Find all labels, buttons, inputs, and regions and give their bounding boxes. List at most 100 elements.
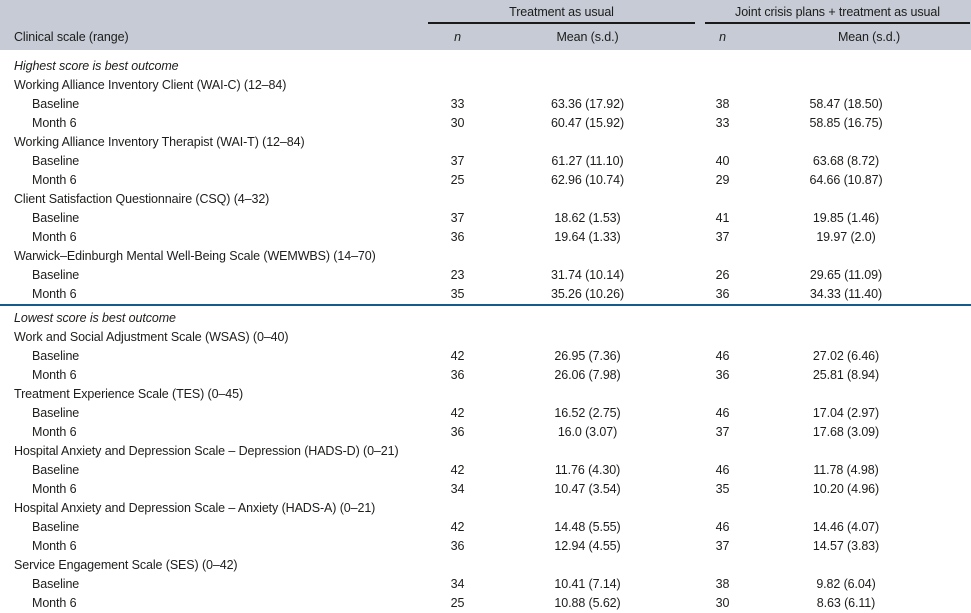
- tau-n-value: 36: [450, 538, 465, 553]
- jcp-mean-sd-value: 19.97 (2.0): [816, 229, 876, 244]
- timepoint-label: Month 6: [32, 172, 77, 187]
- data-row: Baseline 33 63.36 (17.92) 38 58.47 (18.50): [0, 94, 971, 113]
- jcp-mean-sd-value: 17.04 (2.97): [812, 405, 880, 420]
- scale-name: Working Alliance Inventory Therapist (WA…: [14, 134, 305, 149]
- tau-mean-sd-value: 14.48 (5.55): [554, 519, 621, 534]
- scale-name-row: Work and Social Adjustment Scale (WSAS) …: [0, 327, 971, 346]
- tau-n-value: 42: [450, 462, 465, 477]
- jcp-n-value: 46: [715, 405, 730, 420]
- timepoint-label: Month 6: [32, 286, 77, 301]
- tau-mean-sd-value: 62.96 (10.74): [550, 172, 625, 187]
- jcp-mean-sd-value: 9.82 (6.04): [816, 576, 876, 591]
- scale-name-row: Hospital Anxiety and Depression Scale – …: [0, 441, 971, 460]
- jcp-n-value: 37: [715, 538, 730, 553]
- data-row: Month 6 25 62.96 (10.74) 29 64.66 (10.87): [0, 170, 971, 189]
- tau-n-value: 35: [450, 286, 465, 301]
- section-label-row: Highest score is best outcome: [0, 56, 971, 75]
- jcp-n-value: 40: [715, 153, 730, 168]
- tau-mean-sd-value: 18.62 (1.53): [554, 210, 621, 225]
- jcp-mean-sd-value: 8.63 (6.11): [816, 595, 876, 610]
- scale-name: Treatment Experience Scale (TES) (0–45): [14, 386, 244, 401]
- tau-mean-sd-value: 10.88 (5.62): [554, 595, 621, 610]
- tau-n-value: 36: [450, 229, 465, 244]
- section-label-row: Lowest score is best outcome: [0, 308, 971, 327]
- tau-n-value: 30: [450, 115, 465, 130]
- data-row: Baseline 42 14.48 (5.55) 46 14.46 (4.07): [0, 517, 971, 536]
- column-header-clinical-scale: Clinical scale (range): [14, 30, 129, 44]
- jcp-n-value: 29: [715, 172, 730, 187]
- scale-name: Hospital Anxiety and Depression Scale – …: [14, 443, 399, 458]
- tau-n-value: 36: [450, 367, 465, 382]
- data-row: Month 6 36 12.94 (4.55) 37 14.57 (3.83): [0, 536, 971, 555]
- jcp-mean-sd-value: 63.68 (8.72): [812, 153, 880, 168]
- tau-mean-sd-value: 63.36 (17.92): [550, 96, 625, 111]
- tau-mean-sd-value: 10.47 (3.54): [554, 481, 621, 496]
- jcp-n-value: 46: [715, 348, 730, 363]
- scale-name: Client Satisfaction Questionnaire (CSQ) …: [14, 191, 270, 206]
- tau-mean-sd-value: 61.27 (11.10): [551, 153, 624, 168]
- tau-n-value: 42: [450, 348, 465, 363]
- scale-name-row: Treatment Experience Scale (TES) (0–45): [0, 384, 971, 403]
- timepoint-label: Baseline: [32, 519, 80, 534]
- timepoint-label: Baseline: [32, 462, 80, 477]
- jcp-n-value: 46: [715, 462, 730, 477]
- tau-mean-sd-value: 35.26 (10.26): [550, 286, 625, 301]
- jcp-n-value: 26: [715, 267, 730, 282]
- data-row: Month 6 25 10.88 (5.62) 30 8.63 (6.11): [0, 593, 971, 612]
- timepoint-label: Baseline: [32, 210, 80, 225]
- tau-n-value: 36: [450, 424, 465, 439]
- data-row: Month 6 34 10.47 (3.54) 35 10.20 (4.96): [0, 479, 971, 498]
- scale-name: Hospital Anxiety and Depression Scale – …: [14, 500, 376, 515]
- tau-n-value: 37: [450, 153, 465, 168]
- data-row: Baseline 37 61.27 (11.10) 40 63.68 (8.72): [0, 151, 971, 170]
- data-row: Month 6 35 35.26 (10.26) 36 34.33 (11.40): [0, 284, 971, 303]
- jcp-mean-sd-value: 58.85 (16.75): [809, 115, 883, 130]
- timepoint-label: Baseline: [32, 348, 80, 363]
- data-row: Baseline 34 10.41 (7.14) 38 9.82 (6.04): [0, 574, 971, 593]
- scale-name: Working Alliance Inventory Client (WAI-C…: [14, 77, 287, 92]
- scale-name-row: Service Engagement Scale (SES) (0–42): [0, 555, 971, 574]
- jcp-mean-sd-value: 14.46 (4.07): [812, 519, 880, 534]
- data-row: Baseline 37 18.62 (1.53) 41 19.85 (1.46): [0, 208, 971, 227]
- jcp-n-value: 46: [715, 519, 730, 534]
- timepoint-label: Month 6: [32, 115, 77, 130]
- column-header-row: Clinical scale (range) n Mean (s.d.) n M…: [0, 24, 971, 50]
- table-header: Treatment as usual Joint crisis plans + …: [0, 0, 971, 50]
- jcp-n-value: 38: [715, 576, 730, 591]
- tau-mean-sd-value: 26.06 (7.98): [554, 367, 621, 382]
- jcp-mean-sd-value: 19.85 (1.46): [812, 210, 880, 225]
- jcp-n-value: 38: [715, 96, 730, 111]
- tau-n-value: 25: [450, 595, 465, 610]
- column-group-treatment-as-usual-label: Treatment as usual: [509, 5, 614, 19]
- jcp-mean-sd-value: 34.33 (11.40): [809, 286, 883, 301]
- column-header-tau-mean-sd: Mean (s.d.): [556, 30, 619, 44]
- column-header-tau-n: n: [454, 30, 461, 44]
- data-row: Baseline 42 26.95 (7.36) 46 27.02 (6.46): [0, 346, 971, 365]
- section-label: Highest score is best outcome: [14, 58, 179, 73]
- data-row: Month 6 36 19.64 (1.33) 37 19.97 (2.0): [0, 227, 971, 246]
- data-row: Month 6 30 60.47 (15.92) 33 58.85 (16.75): [0, 113, 971, 132]
- data-row: Month 6 36 26.06 (7.98) 36 25.81 (8.94): [0, 365, 971, 384]
- jcp-mean-sd-value: 11.78 (4.98): [813, 462, 879, 477]
- scale-name: Service Engagement Scale (SES) (0–42): [14, 557, 238, 572]
- scale-name: Work and Social Adjustment Scale (WSAS) …: [14, 329, 289, 344]
- jcp-mean-sd-value: 25.81 (8.94): [812, 367, 880, 382]
- tau-n-value: 37: [450, 210, 465, 225]
- column-group-joint-crisis-plans: Joint crisis plans + treatment as usual: [705, 5, 970, 24]
- table-body: Highest score is best outcome Working All…: [0, 50, 971, 612]
- tau-mean-sd-value: 16.52 (2.75): [554, 405, 621, 420]
- timepoint-label: Baseline: [32, 576, 80, 591]
- timepoint-label: Baseline: [32, 405, 80, 420]
- data-row: Baseline 23 31.74 (10.14) 26 29.65 (11.09): [0, 265, 971, 284]
- timepoint-label: Baseline: [32, 267, 80, 282]
- jcp-n-value: 35: [715, 481, 730, 496]
- jcp-n-value: 41: [715, 210, 730, 225]
- tau-mean-sd-value: 12.94 (4.55): [554, 538, 621, 553]
- column-header-jcp-mean-sd: Mean (s.d.): [837, 30, 901, 44]
- timepoint-label: Month 6: [32, 367, 77, 382]
- timepoint-label: Baseline: [32, 96, 80, 111]
- data-row: Month 6 36 16.0 (3.07) 37 17.68 (3.09): [0, 422, 971, 441]
- tau-mean-sd-value: 31.74 (10.14): [550, 267, 625, 282]
- jcp-mean-sd-value: 14.57 (3.83): [812, 538, 880, 553]
- scale-name: Warwick–Edinburgh Mental Well-Being Scal…: [14, 248, 376, 263]
